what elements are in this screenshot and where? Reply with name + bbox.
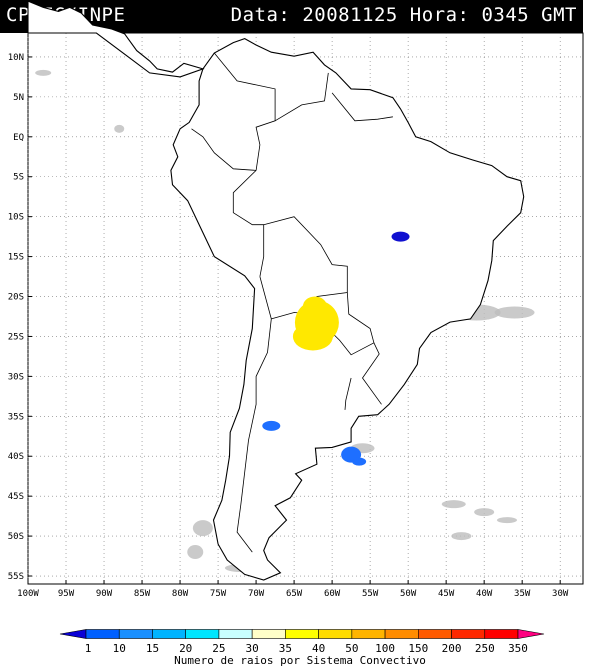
legend-label: 50: [345, 642, 358, 655]
legend-arrow-right: [517, 629, 545, 639]
lon-tick-label: 35W: [514, 589, 531, 599]
legend-label: 150: [408, 642, 428, 655]
legend-swatch: [318, 629, 353, 639]
lat-tick-label: EQ: [13, 133, 24, 143]
south-america-outline: [170, 37, 525, 581]
legend-swatch: [118, 629, 153, 639]
lon-tick-label: 90W: [96, 589, 113, 599]
country-border: [344, 377, 352, 410]
cloud-patch: [474, 508, 495, 517]
country-border: [232, 170, 265, 277]
cloud-patch: [494, 306, 535, 319]
legend-swatch: [351, 629, 386, 639]
legend-label: 10: [113, 642, 126, 655]
graticule: [27, 33, 583, 584]
legend-swatch: [285, 629, 319, 639]
legend-label: 100: [375, 642, 395, 655]
legend-label: 20: [179, 642, 192, 655]
lon-tick-label: 85W: [134, 589, 151, 599]
lat-tick-label: 15S: [8, 253, 24, 263]
convective-system: [391, 231, 410, 242]
cloud-patch: [35, 69, 52, 76]
lon-tick-label: 70W: [248, 589, 265, 599]
lat-tick-label: 35S: [8, 412, 24, 422]
legend-label: 350: [508, 642, 528, 655]
lat-tick-label: 5S: [13, 173, 24, 183]
lon-tick-label: 75W: [210, 589, 227, 599]
country-border: [274, 72, 329, 122]
legend-swatch: [251, 629, 286, 639]
cloud-patch: [192, 520, 213, 537]
lat-tick-label: 10N: [8, 53, 24, 63]
country-border: [331, 92, 393, 122]
coastline-layer: [27, 0, 525, 581]
legend-label: 30: [246, 642, 259, 655]
legend-label: 200: [442, 642, 462, 655]
convective-system-blob: [302, 296, 327, 317]
lon-tick-label: 80W: [172, 589, 189, 599]
convective-system: [262, 420, 281, 431]
country-border: [236, 318, 272, 553]
legend-label: 15: [146, 642, 159, 655]
lightning-color-legend: 1 10 15 20 25 30 35 40 50 100 150 200 250 350: [59, 629, 545, 655]
legend-caption: Numero de raios por Sistema Convectivo: [174, 654, 426, 667]
lat-tick-label: 55S: [8, 572, 24, 582]
cloud-patch: [451, 532, 472, 541]
convective-system: [341, 446, 367, 466]
lat-tick-label: 25S: [8, 332, 24, 342]
central-america-outline: [27, 0, 205, 78]
legend-label: 40: [312, 642, 325, 655]
convective-systems-layer: [262, 231, 410, 466]
legend-swatch: [185, 629, 220, 639]
cloud-patch: [114, 124, 125, 133]
axis-ticks: 10N 5N EQ 5S 10S 15S 20S 25S 30S 35S 40S 45S 50S 55S 1…: [8, 53, 569, 599]
lon-tick-label: 45W: [438, 589, 455, 599]
country-border: [213, 52, 276, 171]
legend-label: 25: [212, 642, 225, 655]
lat-tick-label: 50S: [8, 532, 24, 542]
lat-tick-label: 5N: [13, 93, 24, 103]
legend-label: 250: [475, 642, 495, 655]
lat-tick-label: 30S: [8, 372, 24, 382]
cloud-patch: [441, 500, 466, 509]
convective-system-blob: [292, 322, 333, 351]
convective-system-blob: [262, 420, 281, 431]
date-value: 20081125: [302, 4, 398, 26]
lon-tick-label: 30W: [552, 589, 569, 599]
lon-tick-label: 60W: [324, 589, 341, 599]
hora-label: Hora:: [409, 4, 470, 26]
legend-swatch: [218, 629, 253, 639]
timestamp: Data: 20081125 Hora: 0345 GMT: [231, 4, 577, 26]
country-border: [362, 342, 382, 405]
cloud-patch: [187, 545, 204, 560]
country-border: [191, 128, 257, 171]
lat-tick-label: 20S: [8, 293, 24, 303]
legend-swatch: [384, 629, 419, 639]
legend-label: 1: [85, 642, 92, 655]
legend-swatch: [451, 629, 486, 639]
lon-tick-label: 50W: [400, 589, 417, 599]
lon-tick-label: 95W: [58, 589, 75, 599]
lon-tick-label: 40W: [476, 589, 493, 599]
convective-system-blob: [391, 231, 410, 242]
time-value: 0345: [481, 4, 530, 26]
legend-label: 35: [279, 642, 292, 655]
lat-tick-label: 45S: [8, 492, 24, 502]
legend-swatch: [418, 629, 452, 639]
lat-tick-label: 10S: [8, 213, 24, 223]
lon-tick-label: 100W: [17, 589, 39, 599]
data-label: Data:: [230, 4, 291, 26]
legend-swatch: [152, 629, 186, 639]
legend-swatch: [85, 629, 120, 639]
timezone: GMT: [541, 4, 577, 26]
cloud-patch: [496, 517, 517, 524]
convective-system: [292, 296, 339, 351]
lon-tick-label: 55W: [362, 589, 379, 599]
legend-arrow-left: [59, 629, 87, 639]
lat-tick-label: 40S: [8, 452, 24, 462]
convective-system-blob: [352, 457, 367, 466]
legend-swatch: [484, 629, 519, 639]
lon-tick-label: 65W: [286, 589, 303, 599]
